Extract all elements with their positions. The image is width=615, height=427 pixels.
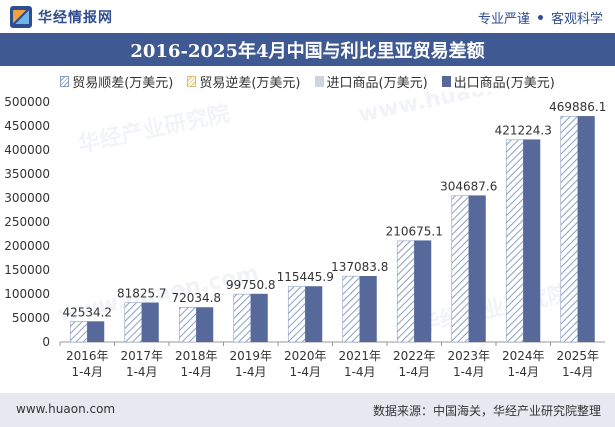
data-label: 115445.9 <box>277 270 334 284</box>
x-tick-label: 2020年 <box>284 349 327 363</box>
x-tick-label: 2019年 <box>229 349 272 363</box>
bar-exports <box>196 307 214 342</box>
bar-exports <box>468 195 486 342</box>
x-tick-label: 1-4月 <box>453 365 485 379</box>
bar-trade-surplus <box>342 275 361 343</box>
x-tick-label: 1-4月 <box>235 365 267 379</box>
y-tick-label: 250000 <box>4 215 50 229</box>
bar-exports <box>305 286 323 342</box>
bar-exports <box>250 293 268 342</box>
data-label: 99750.8 <box>226 278 276 292</box>
legend-swatch-imports <box>314 75 324 87</box>
x-tick-label: 1-4月 <box>126 365 158 379</box>
y-tick-label: 50000 <box>12 311 50 325</box>
chart-title: 2016-2025年4月中国与利比里亚贸易差额 <box>0 33 615 66</box>
data-label: 421224.3 <box>495 123 552 137</box>
y-tick-label: 200000 <box>4 239 50 253</box>
y-tick-label: 400000 <box>4 143 50 157</box>
legend-label-exports: 出口商品(万美元) <box>453 75 555 91</box>
x-tick-label: 1-4月 <box>562 365 594 379</box>
bar-exports <box>414 240 432 342</box>
data-label: 81825.7 <box>117 287 167 301</box>
footer-source: 数据来源：中国海关，华经产业研究院整理 <box>372 404 601 418</box>
data-label: 304687.6 <box>440 179 497 193</box>
legend-label-deficit: 贸易逆差(万美元) <box>199 75 301 91</box>
footer-website: www.huaon.com <box>16 402 116 416</box>
x-tick-label: 1-4月 <box>71 365 103 379</box>
data-label: 137083.8 <box>331 260 388 274</box>
x-tick-label: 1-4月 <box>507 365 539 379</box>
legend-label-imports: 进口商品(万美元) <box>326 75 428 91</box>
x-tick-label: 1-4月 <box>289 365 321 379</box>
bar-exports <box>577 116 595 342</box>
x-tick-label: 2021年 <box>338 349 381 363</box>
bar-trade-surplus <box>124 302 143 343</box>
y-tick-label: 450000 <box>4 119 50 133</box>
separator-dot-icon <box>537 15 543 20</box>
watermark-text: 华经产业研究院 <box>76 100 232 157</box>
data-label: 42534.2 <box>62 305 112 319</box>
bar-trade-surplus <box>178 307 197 343</box>
bar-exports <box>87 321 105 342</box>
x-tick-label: 2023年 <box>447 349 490 363</box>
bar-trade-surplus <box>396 240 415 343</box>
bar-trade-surplus <box>451 195 470 343</box>
x-tick-label: 2016年 <box>66 349 109 363</box>
y-tick-label: 100000 <box>4 287 50 301</box>
tagline-right: 客观科学 <box>550 12 603 27</box>
data-label: 72034.8 <box>171 291 221 305</box>
y-tick-label: 0 <box>42 335 50 349</box>
legend-item-imports: 进口商品(万美元) <box>314 72 428 91</box>
tagline: 专业严谨 客观科学 <box>478 8 603 27</box>
bar-exports <box>359 276 377 342</box>
y-tick-label: 300000 <box>4 191 50 205</box>
footer: www.huaon.com 数据来源：中国海关，华经产业研究院整理 <box>0 393 615 427</box>
legend-label-surplus: 贸易顺差(万美元) <box>72 75 174 91</box>
x-tick-label: 2024年 <box>502 349 545 363</box>
legend-item-surplus: 贸易顺差(万美元) <box>60 72 174 91</box>
x-tick-label: 1-4月 <box>344 365 376 379</box>
bar-trade-surplus <box>560 116 579 343</box>
bar-chart: 华经产业研究院www.huaon.com华经产业研究院www.huaon.com… <box>4 92 606 379</box>
bar-trade-surplus <box>233 293 252 343</box>
bar-exports <box>523 139 541 342</box>
y-tick-label: 350000 <box>4 167 50 181</box>
x-tick-label: 1-4月 <box>398 365 430 379</box>
watermark-text: 华经产业研究院 <box>416 280 572 337</box>
bar-trade-surplus <box>505 139 524 343</box>
legend-swatch-exports <box>441 75 451 87</box>
legend-swatch-surplus <box>60 75 70 87</box>
legend-item-deficit: 贸易逆差(万美元) <box>187 72 301 91</box>
y-tick-label: 150000 <box>4 263 50 277</box>
tagline-left: 专业严谨 <box>477 12 530 27</box>
x-tick-label: 2017年 <box>120 349 163 363</box>
bar-trade-surplus <box>287 286 306 343</box>
y-tick-label: 500000 <box>4 95 50 109</box>
brand: 华经情报网 <box>10 6 113 28</box>
x-tick-label: 2018年 <box>175 349 218 363</box>
legend-item-exports: 出口商品(万美元) <box>441 72 555 91</box>
brand-logo-icon <box>10 6 32 28</box>
bar-exports <box>141 302 159 342</box>
x-tick-label: 1-4月 <box>180 365 212 379</box>
brand-name: 华经情报网 <box>38 10 113 26</box>
top-bar: 华经情报网 专业严谨 客观科学 <box>0 0 615 33</box>
x-tick-label: 2025年 <box>556 349 599 363</box>
chart-legend: 贸易顺差(万美元) 贸易逆差(万美元) 进口商品(万美元) 出口商品(万美元) <box>0 72 615 91</box>
data-label: 469886.1 <box>549 100 606 114</box>
data-label: 210675.1 <box>386 224 443 238</box>
legend-swatch-deficit <box>187 75 197 87</box>
x-tick-label: 2022年 <box>393 349 436 363</box>
bar-trade-surplus <box>69 321 88 343</box>
